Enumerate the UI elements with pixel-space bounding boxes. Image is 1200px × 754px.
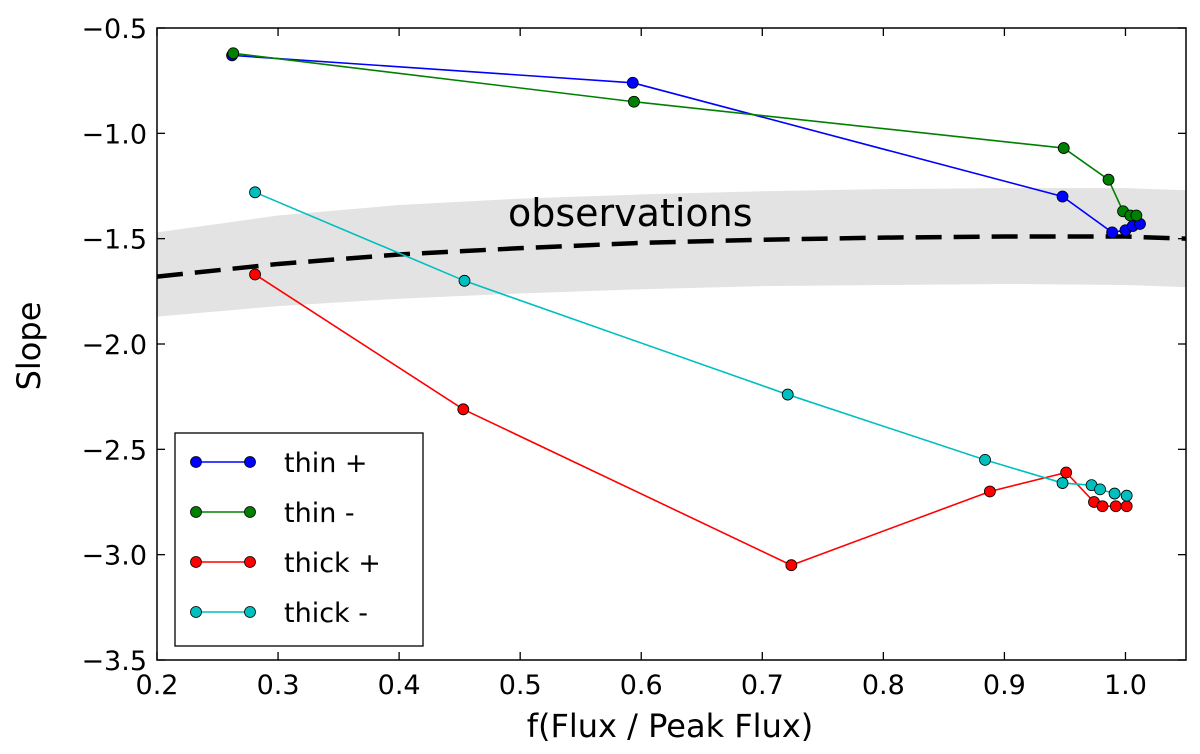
data-point-thick-plus xyxy=(785,559,798,572)
observations-band xyxy=(157,188,1186,317)
series-layer xyxy=(226,47,1146,572)
legend-marker-thick-plus xyxy=(244,556,256,568)
legend-marker-thick-minus xyxy=(244,606,256,618)
legend-label-thin-minus: thin - xyxy=(284,498,355,529)
y-tick-label: −2.5 xyxy=(81,435,147,466)
x-tick-label: 0.2 xyxy=(136,670,179,701)
data-point-thick-plus xyxy=(1120,500,1133,513)
legend: thin + thin - thick + thick - xyxy=(174,432,424,647)
series-thick-plus xyxy=(249,268,1133,572)
data-point-thin-minus xyxy=(1130,209,1143,222)
x-tick-label: 0.5 xyxy=(499,670,542,701)
x-tick-label: 1.0 xyxy=(1104,670,1147,701)
legend-frame xyxy=(174,432,424,647)
data-point-thick-minus xyxy=(1108,487,1121,500)
legend-marker-thick-plus xyxy=(190,556,202,568)
x-tick-label: 0.3 xyxy=(257,670,300,701)
data-point-thin-plus xyxy=(1106,226,1119,239)
y-tick-label: −3.5 xyxy=(81,646,147,677)
legend-label-thick-minus: thick - xyxy=(284,598,368,629)
data-point-thick-minus xyxy=(1056,477,1069,489)
legend-marker-thin-plus xyxy=(190,456,202,468)
observations-band-layer xyxy=(157,188,1186,317)
y-axis-label: Slope xyxy=(10,302,48,391)
data-point-thick-plus xyxy=(249,268,261,281)
series-thick-minus xyxy=(249,186,1133,502)
data-point-thin-plus xyxy=(1056,190,1069,203)
y-tick-label: −2.0 xyxy=(81,330,147,361)
x-axis-label: f(Flux / Peak Flux) xyxy=(527,707,814,745)
x-tick-label: 0.9 xyxy=(983,670,1026,701)
data-point-thick-plus xyxy=(983,485,996,498)
legend-marker-thin-minus xyxy=(190,506,202,518)
x-tick-label: 0.4 xyxy=(378,670,421,701)
y-tick-label: −3.0 xyxy=(81,541,147,572)
data-point-thick-minus xyxy=(1094,483,1106,496)
x-tick-label: 0.8 xyxy=(862,670,905,701)
y-tick-label: −1.5 xyxy=(81,225,147,256)
data-point-thick-minus xyxy=(1120,489,1133,502)
data-point-thin-plus xyxy=(626,76,639,89)
data-point-thick-minus xyxy=(458,274,471,287)
data-point-thin-minus xyxy=(227,47,240,60)
series-thin-minus xyxy=(227,47,1143,222)
y-tick-label: −1.0 xyxy=(81,119,147,150)
data-point-thick-plus xyxy=(1096,500,1109,513)
data-point-thick-minus xyxy=(249,186,261,199)
data-point-thin-minus xyxy=(1102,173,1115,186)
legend-label-thick-plus: thick + xyxy=(284,548,381,579)
legend-marker-thick-minus xyxy=(190,606,202,618)
data-point-thick-plus xyxy=(1109,500,1122,513)
data-point-thick-plus xyxy=(1060,466,1073,479)
observations-line-layer xyxy=(156,234,1187,279)
legend-label-thin-plus: thin + xyxy=(284,448,368,479)
x-tick-label: 0.6 xyxy=(620,670,663,701)
axes-layer: 0.2 0.3 0.4 0.5 0.6 0.7 0.8 0.9 1.0 −3.5 −3.0 −2.5 −… xyxy=(81,14,1187,701)
data-point-thick-plus xyxy=(457,403,470,416)
legend-marker-thin-minus xyxy=(244,506,256,518)
data-point-thick-minus xyxy=(781,388,794,401)
x-tick-label: 0.7 xyxy=(741,670,784,701)
y-tick-label: −0.5 xyxy=(81,14,147,45)
data-point-thick-minus xyxy=(979,453,991,466)
observations-line xyxy=(156,234,1187,279)
legend-marker-thin-plus xyxy=(244,456,256,468)
data-point-thin-minus xyxy=(1057,142,1070,154)
observations-label: observations xyxy=(508,191,753,235)
data-point-thin-minus xyxy=(628,95,640,108)
